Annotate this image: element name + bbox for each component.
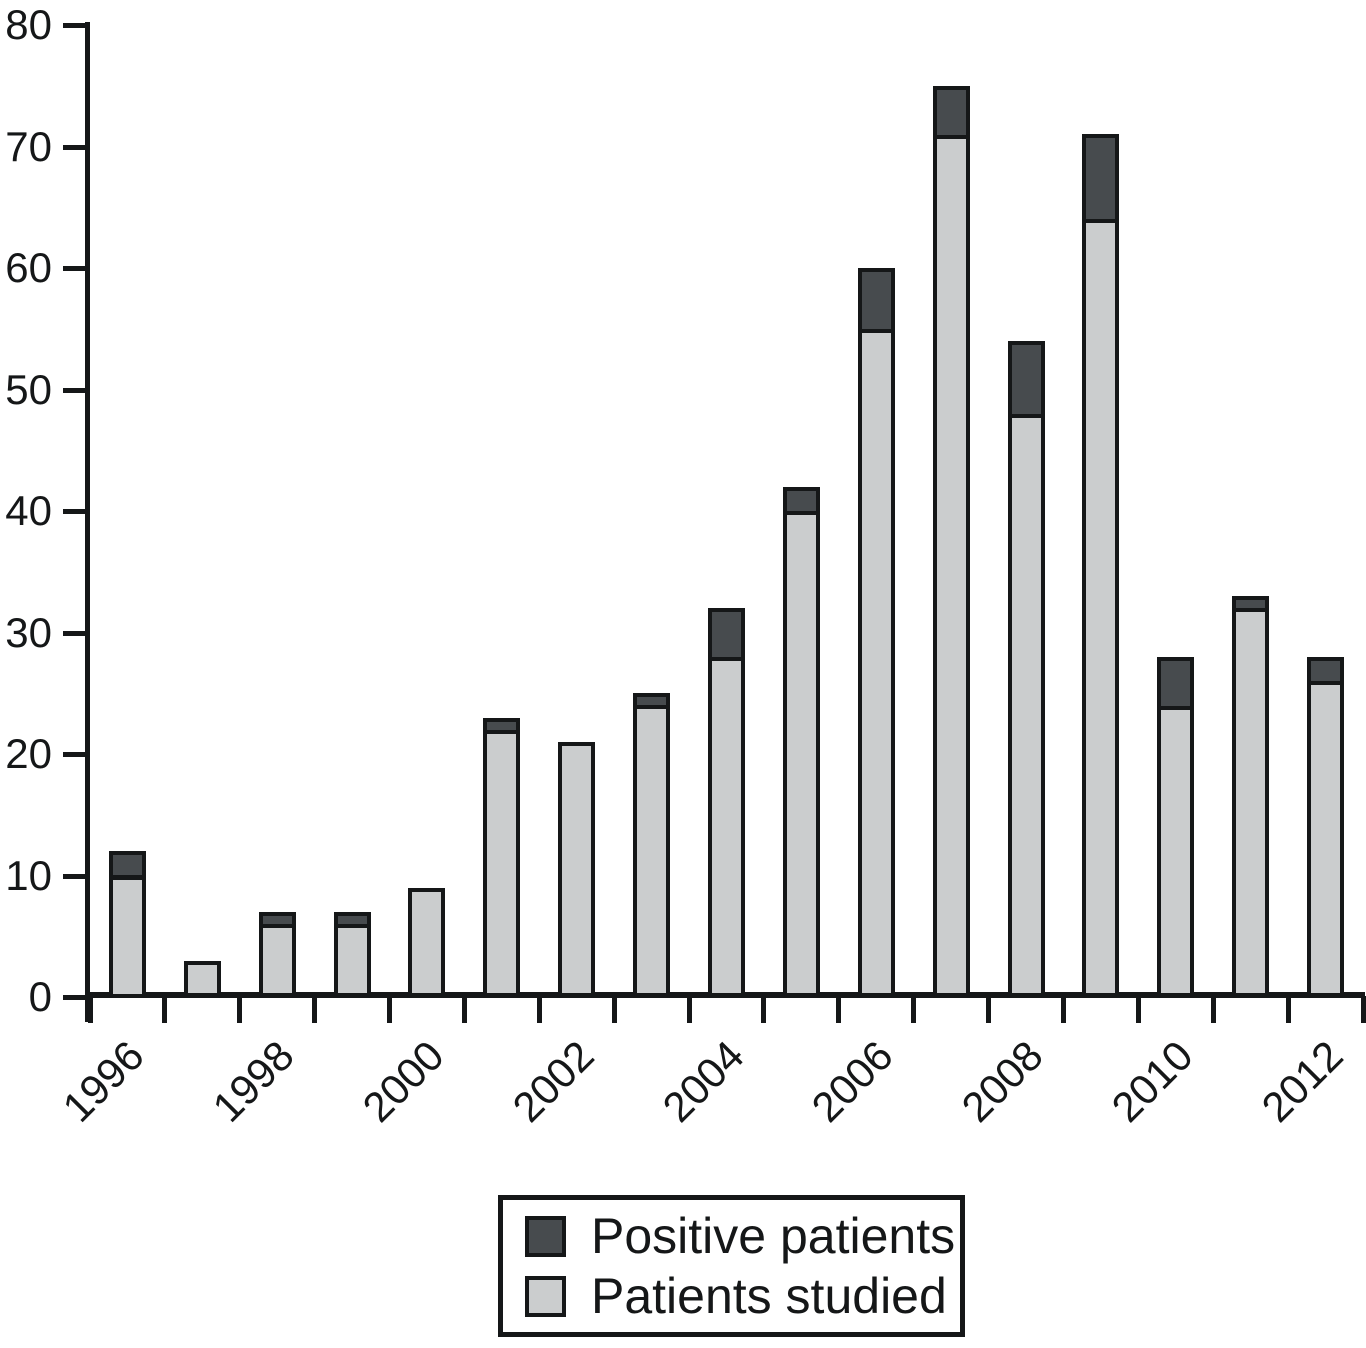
y-tick-label: 70 bbox=[5, 123, 52, 170]
bar-1998-positive-patients bbox=[259, 912, 296, 928]
bar-2011-positive-patients bbox=[1232, 596, 1269, 612]
bar-2005-patients-studied bbox=[783, 511, 820, 997]
y-tick bbox=[63, 631, 85, 636]
legend-swatch-positive-patients bbox=[525, 1215, 566, 1257]
x-tick bbox=[1061, 996, 1066, 1023]
y-tick bbox=[63, 266, 85, 271]
x-tick bbox=[237, 996, 242, 1023]
x-tick bbox=[88, 996, 93, 1023]
bar-2012-patients-studied bbox=[1307, 681, 1344, 997]
bar-2001-positive-patients bbox=[483, 718, 520, 734]
bar-2010-positive-patients bbox=[1157, 657, 1194, 710]
y-tick bbox=[63, 874, 85, 879]
x-tick bbox=[687, 996, 692, 1023]
x-tick-label: 2012 bbox=[1252, 1031, 1352, 1131]
x-tick-label: 1998 bbox=[203, 1031, 303, 1131]
x-tick bbox=[1361, 996, 1366, 1023]
y-tick-label: 20 bbox=[5, 730, 52, 777]
legend-label-patients-studied: Patients studied bbox=[591, 1268, 947, 1324]
bar-2005-positive-patients bbox=[783, 487, 820, 515]
bar-2012-positive-patients bbox=[1307, 657, 1344, 685]
bar-2007-positive-patients bbox=[933, 86, 970, 139]
y-tick-label: 50 bbox=[5, 366, 52, 413]
x-tick bbox=[1211, 996, 1216, 1023]
bar-1998-patients-studied bbox=[259, 924, 296, 997]
bar-2001-patients-studied bbox=[483, 730, 520, 997]
y-tick bbox=[63, 995, 85, 1000]
x-tick bbox=[1136, 996, 1141, 1023]
bar-2010-patients-studied bbox=[1157, 705, 1194, 997]
bar-2008-positive-patients bbox=[1008, 341, 1045, 418]
bar-2000-patients-studied bbox=[408, 888, 445, 997]
chart-legend: Positive patients Patients studied bbox=[498, 1195, 965, 1337]
bar-2011-patients-studied bbox=[1232, 608, 1269, 997]
bar-2003-patients-studied bbox=[633, 705, 670, 997]
bar-2006-positive-patients bbox=[858, 268, 895, 333]
bar-1996-patients-studied bbox=[109, 876, 146, 998]
bar-1999-patients-studied bbox=[334, 924, 371, 997]
y-tick-label: 60 bbox=[5, 244, 52, 291]
legend-swatch-patients-studied bbox=[525, 1275, 566, 1317]
x-tick bbox=[1286, 996, 1291, 1023]
y-tick bbox=[63, 145, 85, 150]
y-tick bbox=[63, 509, 85, 514]
bar-2002-patients-studied bbox=[558, 742, 595, 997]
y-tick-label: 0 bbox=[28, 973, 52, 1020]
x-tick bbox=[612, 996, 617, 1023]
x-tick bbox=[986, 996, 991, 1023]
bar-2004-patients-studied bbox=[708, 657, 745, 997]
legend-item-positive-patients: Positive patients bbox=[525, 1210, 960, 1262]
bar-2009-positive-patients bbox=[1082, 134, 1119, 223]
x-tick bbox=[911, 996, 916, 1023]
x-tick bbox=[387, 996, 392, 1023]
x-tick bbox=[537, 996, 542, 1023]
bar-1997-patients-studied bbox=[184, 961, 221, 997]
y-tick-label: 80 bbox=[5, 1, 52, 48]
bar-2003-positive-patients bbox=[633, 693, 670, 709]
x-tick bbox=[162, 996, 167, 1023]
x-tick bbox=[462, 996, 467, 1023]
x-tick bbox=[312, 996, 317, 1023]
bar-2004-positive-patients bbox=[708, 608, 745, 661]
y-tick bbox=[63, 23, 85, 28]
bar-2007-patients-studied bbox=[933, 134, 970, 997]
bar-1996-positive-patients bbox=[109, 851, 146, 879]
y-tick-label: 10 bbox=[5, 852, 52, 899]
y-tick bbox=[63, 388, 85, 393]
y-tick-label: 30 bbox=[5, 609, 52, 656]
y-tick bbox=[63, 752, 85, 757]
legend-item-patients-studied: Patients studied bbox=[525, 1270, 960, 1322]
legend-label-positive-patients: Positive patients bbox=[591, 1208, 956, 1264]
bar-1999-positive-patients bbox=[334, 912, 371, 928]
y-axis-line bbox=[85, 22, 90, 1022]
y-tick-label: 40 bbox=[5, 487, 52, 534]
x-tick bbox=[761, 996, 766, 1023]
bar-2006-patients-studied bbox=[858, 329, 895, 997]
x-tick bbox=[836, 996, 841, 1023]
x-tick-label: 2000 bbox=[353, 1031, 453, 1131]
bar-2009-patients-studied bbox=[1082, 219, 1119, 997]
bar-2008-patients-studied bbox=[1008, 414, 1045, 997]
